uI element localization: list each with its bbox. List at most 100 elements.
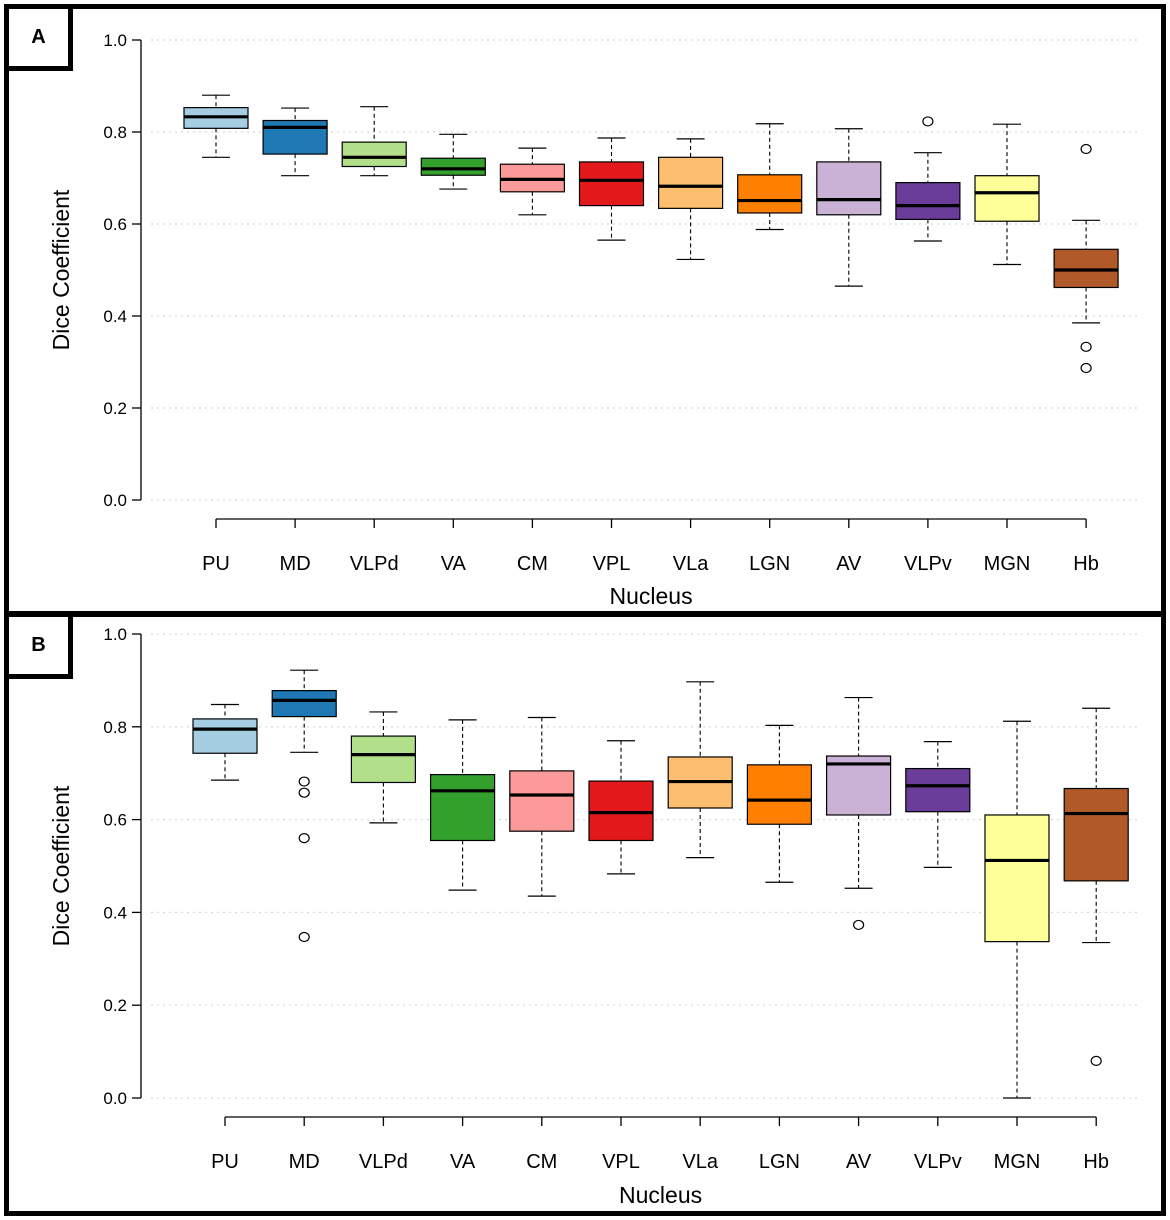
outlier-point xyxy=(298,833,310,844)
iqr-box xyxy=(192,718,258,754)
box-vpl xyxy=(588,740,654,875)
x-category-label: PU xyxy=(202,553,230,575)
x-category-label: LGN xyxy=(759,1151,800,1173)
box-vpl xyxy=(578,137,645,241)
iqr-box xyxy=(578,161,645,207)
iqr-box xyxy=(657,156,724,209)
x-category-label: VLPd xyxy=(359,1151,408,1173)
outlier-point xyxy=(1080,341,1092,352)
panel-b: 0.0 0.2 0.4 0.6 0.8 1.0 PU MD VLPd VA CM VPL VLa LGN A… xyxy=(4,612,1166,1216)
box-md xyxy=(262,107,328,177)
iqr-box xyxy=(341,141,407,168)
y-tick-label: 0.4 xyxy=(103,903,127,922)
iqr-box xyxy=(1063,787,1129,882)
iqr-box xyxy=(509,770,575,832)
box-cm xyxy=(509,716,575,897)
box-vlpd xyxy=(341,106,407,177)
x-category-label: MGN xyxy=(984,553,1031,575)
box-va xyxy=(430,719,496,891)
y-tick-label: 0.6 xyxy=(103,811,127,830)
y-axis-title: Dice Coefficient xyxy=(48,189,74,350)
x-category-label: CM xyxy=(517,553,548,575)
box-vla xyxy=(667,681,733,859)
box-vla xyxy=(657,138,724,261)
iqr-box xyxy=(420,157,486,176)
box-vlpd xyxy=(350,711,416,824)
x-category-label: LGN xyxy=(749,553,790,575)
x-category-label: MD xyxy=(280,553,311,575)
outlier-point xyxy=(1090,1055,1102,1066)
box-cm xyxy=(499,147,565,216)
iqr-box xyxy=(737,174,803,214)
x-category-label: MGN xyxy=(994,1151,1041,1173)
x-category-label: VLa xyxy=(673,553,709,575)
iqr-box xyxy=(816,161,882,216)
iqr-box xyxy=(271,690,337,718)
iqr-box xyxy=(746,764,813,825)
y-tick-label: 0.0 xyxy=(103,491,127,510)
y-tick-label: 0.8 xyxy=(103,718,127,737)
box-hb xyxy=(1053,143,1119,374)
x-category-label: Hb xyxy=(1073,553,1099,575)
x-category-label: Hb xyxy=(1083,1151,1109,1173)
x-axis-title: Nucleus xyxy=(619,1182,702,1208)
box-md xyxy=(271,669,337,943)
box-pu xyxy=(183,94,249,158)
iqr-box xyxy=(262,119,328,155)
panel-label-b: B xyxy=(9,617,73,679)
x-category-label: VA xyxy=(450,1151,476,1173)
iqr-box xyxy=(825,755,892,816)
iqr-box xyxy=(1053,248,1119,289)
box-hb xyxy=(1063,707,1129,1066)
box-mgn xyxy=(974,123,1040,266)
x-category-label: VLPv xyxy=(914,1151,962,1173)
y-tick-label: 0.6 xyxy=(103,215,127,234)
outlier-point xyxy=(852,919,865,931)
y-tick-label: 0.0 xyxy=(103,1089,127,1108)
box-lgn xyxy=(737,123,803,231)
y-tick-label: 0.4 xyxy=(103,307,127,326)
y-tick-label: 0.2 xyxy=(103,399,127,418)
x-category-label: VLPd xyxy=(350,553,399,575)
iqr-box xyxy=(895,182,961,221)
x-category-label: VLa xyxy=(682,1151,718,1173)
outlier-point xyxy=(298,931,310,943)
outlier-point xyxy=(1080,362,1092,374)
box-vlpv xyxy=(895,116,961,242)
box-va xyxy=(420,133,486,190)
x-category-label: PU xyxy=(211,1151,239,1173)
x-category-label: MD xyxy=(289,1151,320,1173)
x-category-label: AV xyxy=(846,1151,872,1173)
panel-label-a: A xyxy=(9,9,73,71)
outlier-point xyxy=(1080,143,1092,155)
box-mgn xyxy=(984,720,1050,1099)
x-category-label: VA xyxy=(441,553,467,575)
box-av xyxy=(816,128,882,287)
y-tick-label: 0.8 xyxy=(103,123,127,142)
iqr-box xyxy=(588,780,654,842)
iqr-box xyxy=(350,735,416,784)
x-category-label: VPL xyxy=(602,1151,640,1173)
y-axis-title: Dice Coefficient xyxy=(48,785,74,946)
panel-a: 0.0 0.2 0.4 0.6 0.8 1.0 PU MD VLPd VA CM VPL VLa LGN A… xyxy=(4,4,1166,616)
iqr-box xyxy=(984,814,1050,943)
outlier-point xyxy=(298,787,310,798)
chart-a: 0.0 0.2 0.4 0.6 0.8 1.0 PU MD VLPd VA CM VPL VLa LGN A… xyxy=(48,31,1137,609)
box-lgn xyxy=(746,724,813,883)
box-pu xyxy=(192,703,258,781)
iqr-box xyxy=(430,773,496,842)
y-tick-label: 0.2 xyxy=(103,996,127,1015)
x-category-label: AV xyxy=(836,553,862,575)
chart-b: 0.0 0.2 0.4 0.6 0.8 1.0 PU MD VLPd VA CM VPL VLa LGN A… xyxy=(48,625,1137,1208)
iqr-box xyxy=(905,767,971,813)
outlier-point xyxy=(298,776,310,787)
iqr-box xyxy=(974,175,1040,222)
x-axis-title: Nucleus xyxy=(609,583,692,609)
x-category-label: VLPv xyxy=(904,553,952,575)
x-category-label: VPL xyxy=(593,553,631,575)
y-tick-label: 1.0 xyxy=(103,31,127,50)
outlier-point xyxy=(922,116,934,127)
box-av xyxy=(825,696,892,931)
y-tick-label: 1.0 xyxy=(103,625,127,644)
x-category-label: CM xyxy=(526,1151,557,1173)
